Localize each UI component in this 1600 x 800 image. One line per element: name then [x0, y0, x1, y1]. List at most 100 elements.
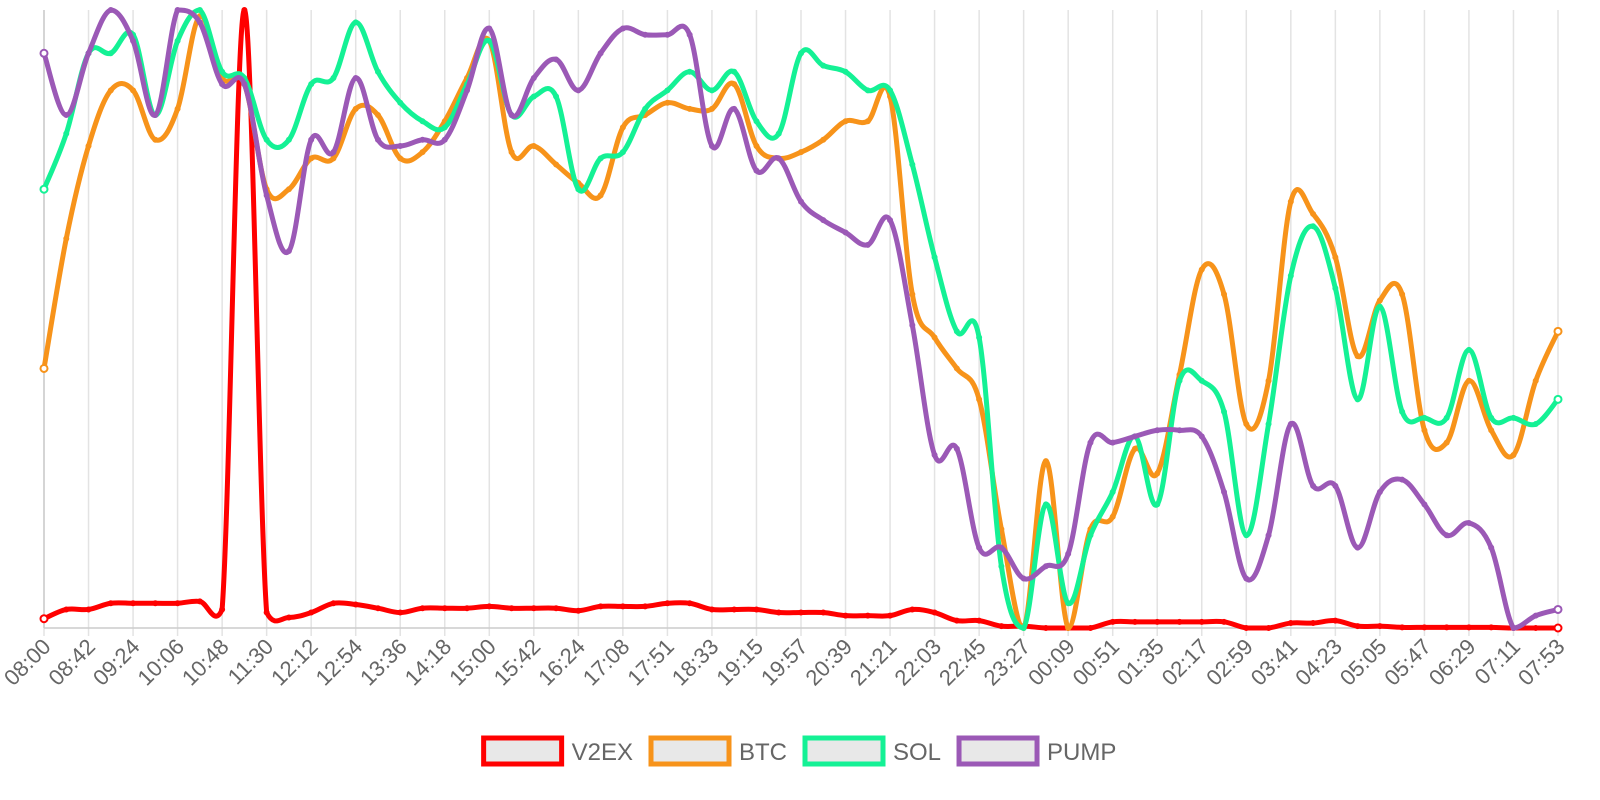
data-point — [1198, 377, 1205, 384]
data-point — [1443, 414, 1450, 421]
data-point — [219, 68, 226, 75]
data-point — [1510, 451, 1517, 458]
data-point — [63, 606, 70, 613]
series-lines — [39, 7, 1563, 633]
data-point — [708, 606, 715, 613]
data-point — [530, 142, 537, 149]
data-point — [1176, 618, 1183, 625]
data-point — [731, 105, 738, 112]
data-point — [1109, 439, 1116, 446]
data-point — [1154, 470, 1161, 477]
data-point — [1532, 612, 1539, 619]
data-point — [664, 87, 671, 94]
data-point — [1553, 394, 1563, 404]
data-point — [798, 609, 804, 616]
x-tick-label: 11:30 — [223, 634, 278, 689]
data-point — [1399, 408, 1406, 415]
legend-item-v2ex[interactable]: V2EX — [481, 735, 633, 767]
data-point — [397, 142, 404, 149]
data-point — [508, 149, 515, 156]
data-point — [931, 334, 938, 341]
data-point — [1421, 624, 1428, 631]
data-point — [1510, 414, 1517, 421]
data-point — [107, 87, 114, 94]
data-point — [686, 105, 693, 112]
data-point — [1020, 625, 1027, 631]
data-point — [1332, 482, 1339, 489]
data-point — [530, 74, 537, 81]
data-point — [219, 606, 226, 613]
data-point — [1065, 625, 1072, 631]
data-point — [285, 186, 292, 193]
data-point — [597, 192, 604, 199]
data-point — [1310, 482, 1317, 489]
x-tick-label: 09:24 — [88, 634, 145, 691]
data-point — [619, 149, 626, 156]
x-tick-label: 15:42 — [489, 634, 546, 691]
data-point — [508, 112, 515, 119]
data-point — [263, 136, 270, 143]
x-tick-label: 22:45 — [934, 634, 991, 691]
x-tick-label: 05:47 — [1379, 634, 1436, 691]
data-point — [1154, 618, 1161, 625]
data-point — [263, 192, 270, 199]
legend[interactable]: V2EX BTC SOL PUMP — [481, 735, 1117, 767]
data-point — [397, 609, 404, 616]
data-point — [285, 614, 292, 621]
data-point — [1087, 532, 1094, 539]
data-point — [1131, 445, 1138, 452]
data-point — [1421, 501, 1428, 508]
data-point — [241, 81, 248, 88]
data-point — [775, 130, 782, 137]
data-point — [1131, 433, 1138, 440]
data-point — [1109, 513, 1116, 520]
x-tick-label: 05:05 — [1335, 634, 1392, 691]
data-point — [419, 136, 426, 143]
data-point — [374, 136, 381, 143]
data-point — [1198, 433, 1205, 440]
legend-item-sol[interactable]: SOL — [802, 735, 941, 767]
legend-item-pump[interactable]: PUMP — [956, 735, 1116, 767]
data-point — [931, 254, 938, 261]
legend-swatch — [802, 735, 886, 767]
data-point — [486, 37, 493, 44]
data-point — [1553, 623, 1563, 633]
x-tick-label: 19:57 — [756, 634, 813, 691]
data-point — [1399, 476, 1406, 483]
x-tick-label: 08:42 — [43, 634, 100, 691]
data-point — [953, 365, 960, 372]
x-tick-label: 10:06 — [133, 634, 190, 691]
data-point — [976, 617, 983, 624]
data-point — [642, 31, 649, 38]
data-point — [998, 563, 1005, 570]
data-point — [1553, 326, 1563, 336]
data-point — [1176, 377, 1183, 384]
legend-label: BTC — [739, 739, 787, 766]
data-point — [842, 612, 849, 619]
data-point — [107, 7, 114, 13]
x-tick-label: 19:15 — [711, 634, 768, 691]
legend-swatch — [481, 735, 565, 767]
x-tick-label: 12:54 — [311, 634, 368, 691]
legend-item-btc[interactable]: BTC — [648, 735, 787, 767]
data-point — [842, 118, 849, 125]
data-point — [441, 605, 448, 612]
data-point — [130, 600, 137, 607]
data-point — [686, 600, 693, 607]
data-point — [775, 609, 782, 616]
data-point — [1354, 353, 1361, 360]
data-point — [39, 614, 49, 624]
x-tick-label: 13:36 — [355, 634, 412, 691]
data-point — [530, 605, 537, 612]
x-tick-label: 18:33 — [667, 634, 724, 691]
data-point — [352, 105, 359, 112]
data-point — [976, 334, 983, 341]
data-point — [798, 149, 804, 156]
data-point — [1310, 620, 1317, 627]
data-point — [441, 124, 448, 131]
grid-lines — [43, 10, 1559, 636]
data-point — [820, 62, 827, 69]
legend-swatch — [648, 735, 732, 767]
data-point — [708, 87, 715, 94]
x-tick-label: 12:12 — [266, 634, 323, 691]
